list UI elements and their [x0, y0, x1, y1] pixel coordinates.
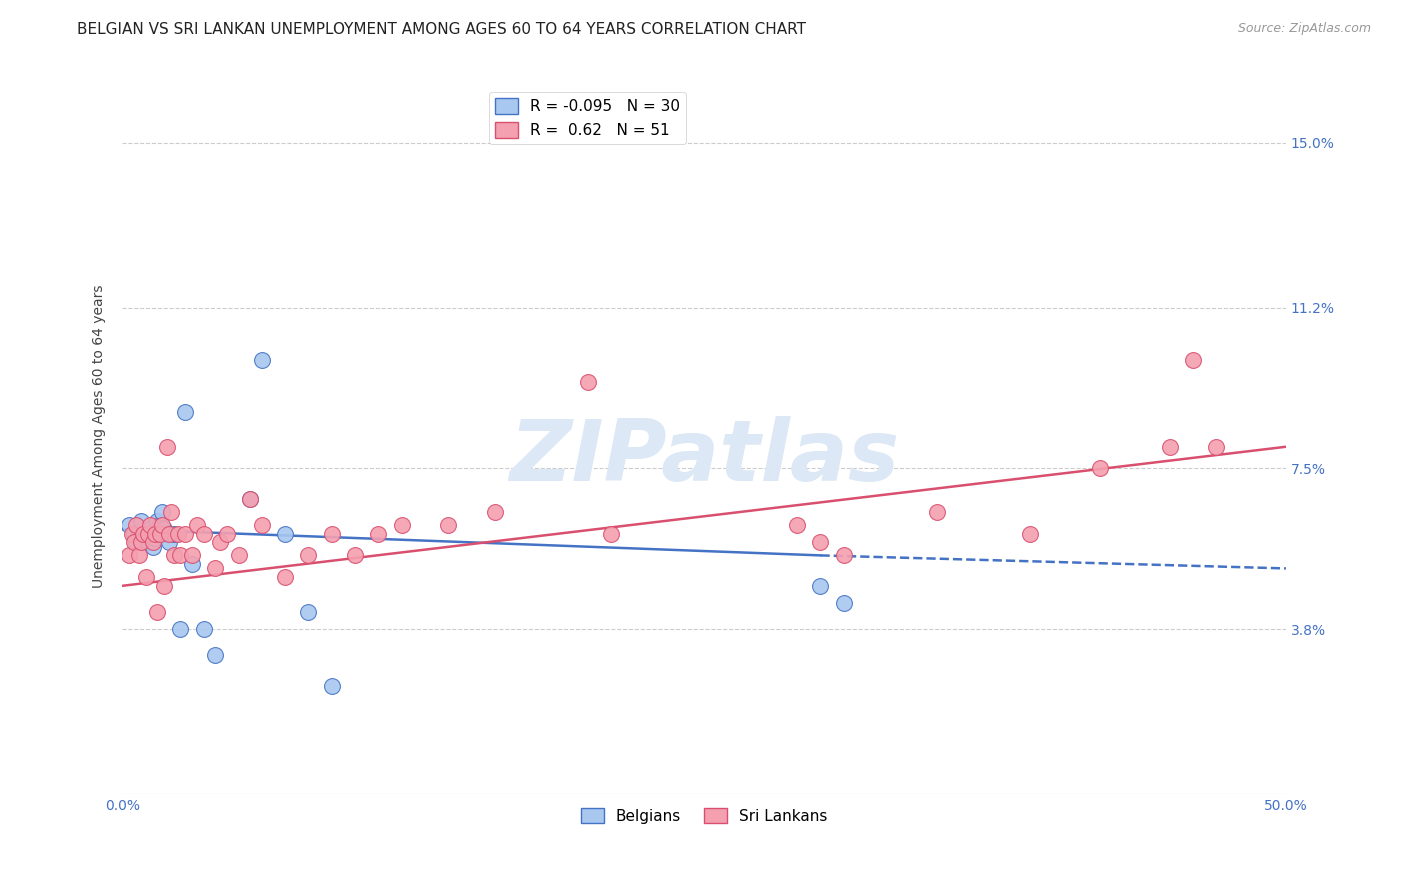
Point	[239, 491, 262, 506]
Text: ZIPatlas: ZIPatlas	[509, 416, 900, 499]
Point	[600, 526, 623, 541]
Point	[228, 549, 250, 563]
Point	[174, 405, 197, 419]
Point	[169, 622, 191, 636]
Point	[139, 518, 162, 533]
Point	[128, 526, 150, 541]
Point	[181, 549, 204, 563]
Point	[1088, 461, 1111, 475]
Point	[391, 518, 413, 533]
Point	[204, 561, 226, 575]
Point	[148, 518, 170, 533]
Point	[1019, 526, 1042, 541]
Legend: Belgians, Sri Lankans: Belgians, Sri Lankans	[575, 802, 834, 830]
Point	[157, 526, 180, 541]
Point	[150, 518, 173, 533]
Point	[160, 505, 183, 519]
Point	[250, 352, 273, 367]
Point	[215, 526, 238, 541]
Point	[576, 375, 599, 389]
Point	[139, 522, 162, 536]
Point	[321, 679, 343, 693]
Point	[1205, 440, 1227, 454]
Point	[136, 535, 159, 549]
Point	[132, 531, 155, 545]
Point	[810, 579, 832, 593]
Point	[125, 535, 148, 549]
Text: Source: ZipAtlas.com: Source: ZipAtlas.com	[1237, 22, 1371, 36]
Point	[1181, 352, 1204, 367]
Point	[239, 491, 262, 506]
Point	[157, 535, 180, 549]
Point	[250, 518, 273, 533]
Point	[484, 505, 506, 519]
Point	[155, 526, 177, 541]
Point	[146, 605, 169, 619]
Point	[181, 557, 204, 571]
Point	[297, 605, 319, 619]
Point	[122, 526, 145, 541]
Point	[135, 570, 157, 584]
Point	[135, 526, 157, 541]
Point	[128, 549, 150, 563]
Point	[1159, 440, 1181, 454]
Point	[143, 531, 166, 545]
Point	[142, 535, 165, 549]
Point	[150, 505, 173, 519]
Point	[344, 549, 367, 563]
Point	[321, 526, 343, 541]
Y-axis label: Unemployment Among Ages 60 to 64 years: Unemployment Among Ages 60 to 64 years	[93, 285, 107, 588]
Point	[193, 526, 215, 541]
Point	[148, 526, 170, 541]
Point	[193, 622, 215, 636]
Point	[186, 518, 208, 533]
Point	[162, 526, 184, 541]
Point	[121, 526, 143, 541]
Point	[810, 535, 832, 549]
Text: BELGIAN VS SRI LANKAN UNEMPLOYMENT AMONG AGES 60 TO 64 YEARS CORRELATION CHART: BELGIAN VS SRI LANKAN UNEMPLOYMENT AMONG…	[77, 22, 806, 37]
Point	[153, 579, 176, 593]
Point	[143, 526, 166, 541]
Point	[174, 526, 197, 541]
Point	[786, 518, 808, 533]
Point	[209, 535, 232, 549]
Point	[162, 549, 184, 563]
Point	[437, 518, 460, 533]
Point	[122, 535, 145, 549]
Point	[153, 522, 176, 536]
Point	[832, 549, 855, 563]
Point	[132, 526, 155, 541]
Point	[832, 596, 855, 610]
Point	[297, 549, 319, 563]
Point	[367, 526, 389, 541]
Point	[142, 540, 165, 554]
Point	[136, 526, 159, 541]
Point	[169, 549, 191, 563]
Point	[129, 535, 152, 549]
Point	[274, 570, 297, 584]
Point	[204, 648, 226, 663]
Point	[925, 505, 948, 519]
Point	[129, 514, 152, 528]
Point	[167, 526, 190, 541]
Point	[118, 549, 141, 563]
Point	[274, 526, 297, 541]
Point	[146, 514, 169, 528]
Point	[118, 518, 141, 533]
Point	[155, 440, 177, 454]
Point	[125, 518, 148, 533]
